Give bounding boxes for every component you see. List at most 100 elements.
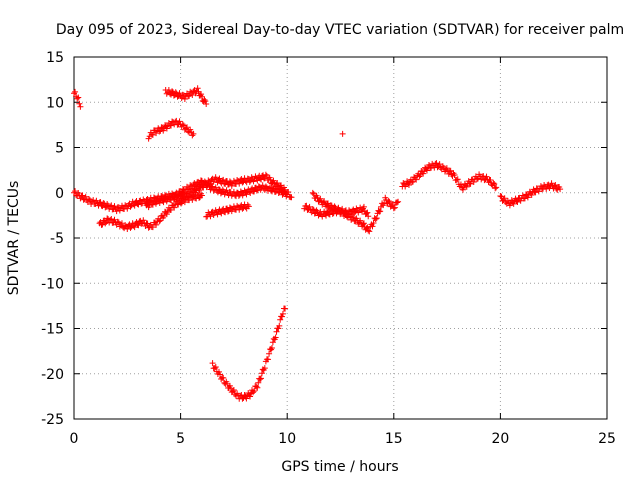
data-point-marker [149, 224, 156, 231]
data-point-marker [116, 223, 123, 230]
data-point-marker [306, 203, 313, 210]
data-point-marker [373, 215, 380, 222]
data-point-marker [323, 203, 330, 210]
data-point-marker [111, 203, 118, 210]
y-tick-label: 0 [55, 186, 64, 202]
data-point-marker [383, 196, 390, 203]
data-point-marker [245, 203, 252, 210]
data-point-marker [250, 389, 257, 396]
data-point-marker [408, 179, 415, 186]
data-point-marker [100, 200, 107, 207]
data-point-marker [532, 189, 539, 196]
data-point-marker [187, 182, 194, 189]
data-point-marker [222, 209, 229, 216]
data-point-marker [227, 385, 234, 392]
data-point-marker [186, 92, 193, 99]
data-point-marker [446, 168, 453, 175]
data-point-marker [82, 193, 89, 200]
data-point-marker [413, 176, 420, 183]
data-point-marker [365, 227, 372, 234]
x-axis-label: GPS time / hours [281, 459, 398, 475]
data-point-marker [196, 187, 203, 194]
data-point-marker [124, 225, 131, 232]
data-point-marker [102, 220, 109, 227]
data-point-marker [77, 103, 84, 110]
series-arc-late-2 [497, 180, 564, 209]
data-point-marker [111, 216, 118, 223]
data-point-marker [309, 206, 316, 213]
y-tick-label: 15 [46, 50, 64, 66]
data-point-marker [273, 328, 280, 335]
y-axis-label: SDTVAR / TECUs [6, 181, 22, 296]
x-tick-label: 10 [278, 431, 296, 447]
data-point-marker [153, 221, 160, 228]
data-point-marker [174, 93, 181, 100]
data-point-marker [467, 180, 474, 187]
data-point-marker [251, 387, 258, 394]
data-point-marker [453, 176, 460, 183]
data-point-marker [317, 195, 324, 202]
data-point-marker [490, 180, 497, 187]
data-point-marker [189, 191, 196, 198]
data-point-marker [72, 88, 79, 95]
data-point-marker [172, 89, 179, 96]
data-point-marker [230, 386, 237, 393]
data-point-marker [310, 206, 317, 213]
data-point-marker [279, 313, 286, 320]
data-point-marker [459, 186, 466, 193]
data-point-marker [261, 365, 268, 372]
data-point-marker [217, 371, 224, 378]
data-point-marker [99, 221, 106, 228]
data-point-marker [360, 220, 367, 227]
data-point-marker [257, 376, 264, 383]
data-point-marker [179, 91, 186, 98]
data-point-marker [275, 325, 282, 332]
data-point-marker [114, 218, 121, 225]
data-point-marker [247, 393, 254, 400]
data-point-marker [321, 208, 328, 215]
data-point-marker [135, 222, 142, 229]
data-point-marker [246, 178, 253, 185]
data-point-marker [76, 100, 83, 107]
data-point-marker [276, 322, 283, 329]
series-arc-low [209, 305, 289, 402]
data-point-marker [512, 195, 519, 202]
data-point-marker [303, 202, 310, 209]
y-tick-label: -10 [41, 276, 64, 292]
data-point-marker [497, 193, 504, 200]
data-point-marker [366, 228, 373, 235]
data-point-marker [75, 94, 82, 101]
data-point-marker [190, 130, 197, 137]
data-point-marker [176, 90, 183, 97]
data-point-marker [323, 200, 330, 207]
data-point-marker [270, 177, 277, 184]
data-point-marker [90, 197, 97, 204]
data-point-marker [104, 215, 111, 222]
data-point-marker [157, 217, 164, 224]
data-point-marker [548, 180, 555, 187]
data-point-marker [207, 213, 214, 220]
data-point-marker [127, 203, 134, 210]
data-point-marker [339, 130, 346, 137]
series-arc-mid-2 [309, 189, 372, 220]
data-point-marker [243, 395, 250, 402]
data-point-marker [492, 185, 499, 192]
data-point-marker [138, 220, 145, 227]
data-point-marker [207, 180, 214, 187]
data-point-marker [265, 356, 272, 363]
series-outlier [339, 130, 346, 137]
data-point-marker [447, 167, 454, 174]
data-point-marker [173, 117, 180, 124]
data-point-marker [321, 198, 328, 205]
data-point-marker [409, 178, 416, 185]
data-point-marker [487, 176, 494, 183]
data-point-marker [364, 209, 371, 216]
data-point-marker [535, 188, 542, 195]
data-point-marker [323, 212, 330, 219]
data-point-marker [262, 183, 269, 190]
y-tick-label: -25 [41, 412, 64, 428]
data-point-marker [158, 124, 165, 131]
data-point-marker [258, 176, 265, 183]
data-point-marker [85, 195, 92, 202]
